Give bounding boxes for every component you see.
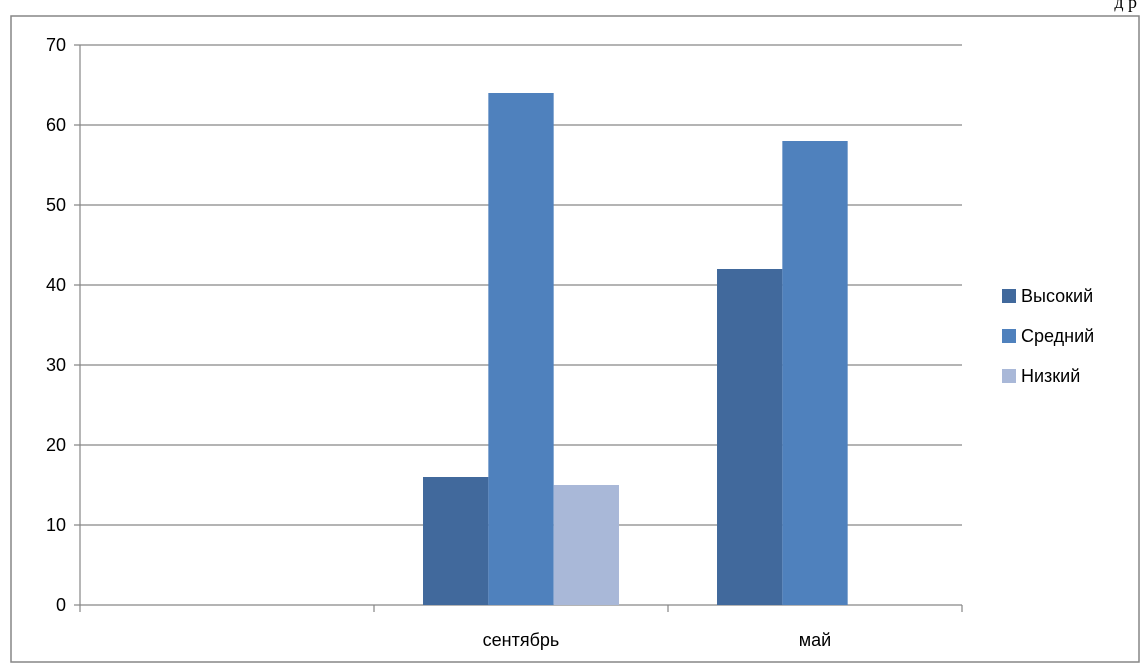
legend: Высокий Средний Низкий <box>1002 286 1094 386</box>
bars <box>423 93 848 605</box>
bar <box>782 141 848 605</box>
y-tick-label: 20 <box>46 435 66 455</box>
legend-label: Средний <box>1021 326 1094 346</box>
axis-labels: 0 10 20 30 40 50 60 70 сентябрь май <box>46 35 831 650</box>
legend-swatch <box>1002 289 1016 303</box>
x-tick-label: сентябрь <box>483 630 560 650</box>
legend-label: Высокий <box>1021 286 1093 306</box>
y-tick-label: 40 <box>46 275 66 295</box>
legend-label: Низкий <box>1021 366 1080 386</box>
bar <box>423 477 489 605</box>
corner-text: д р <box>1114 0 1137 12</box>
y-tick-label: 70 <box>46 35 66 55</box>
bar <box>488 93 554 605</box>
x-tick-label: май <box>799 630 831 650</box>
y-tick-label: 0 <box>56 595 66 615</box>
bar <box>553 485 619 605</box>
y-tick-label: 30 <box>46 355 66 375</box>
legend-swatch <box>1002 369 1016 383</box>
y-tick-label: 10 <box>46 515 66 535</box>
y-tick-label: 50 <box>46 195 66 215</box>
bar <box>717 269 783 605</box>
legend-swatch <box>1002 329 1016 343</box>
y-tick-label: 60 <box>46 115 66 135</box>
